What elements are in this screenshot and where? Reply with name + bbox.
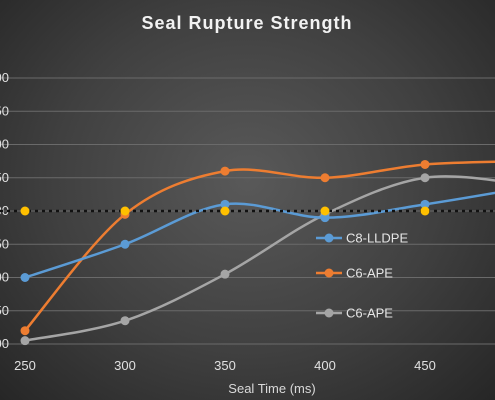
data-point <box>220 269 230 279</box>
legend-item: C6-APE <box>316 306 393 321</box>
series-2 <box>20 173 495 346</box>
data-point <box>420 199 430 209</box>
data-point <box>20 206 30 216</box>
y-tick-label: 200 <box>0 70 9 85</box>
y-tick-label: 900 <box>0 270 9 285</box>
y-tick-label: 850 <box>0 303 9 318</box>
data-point <box>20 326 30 336</box>
data-point <box>320 206 330 216</box>
legend: C8-LLDPE C6-APE C6-APE <box>316 231 408 321</box>
legend-marker <box>324 233 334 243</box>
x-tick-label: 400 <box>314 358 336 373</box>
y-tick-label: 050 <box>0 170 9 185</box>
y-tick-label: 100 <box>0 137 9 152</box>
x-axis-label: Seal Time (ms) <box>228 381 315 396</box>
series-0 <box>20 191 495 282</box>
data-point <box>20 336 30 346</box>
series-line <box>24 175 495 342</box>
data-point <box>420 206 430 216</box>
data-point <box>320 213 330 223</box>
chart-title: Seal Rupture Strength <box>141 13 352 33</box>
legend-item: C6-APE <box>316 266 393 281</box>
legend-marker <box>324 308 334 318</box>
data-point <box>320 173 330 183</box>
data-point <box>220 199 230 209</box>
legend-label: C8-LLDPE <box>346 231 408 246</box>
series-line <box>24 191 495 279</box>
x-tick-label: 300 <box>114 358 136 373</box>
legend-label: C6-APE <box>346 266 393 281</box>
series-group <box>0 159 495 346</box>
y-tick-label: 800 <box>0 336 9 351</box>
data-point <box>420 173 430 183</box>
y-tick-label: 150 <box>0 103 9 118</box>
x-tick-label: 450 <box>414 358 436 373</box>
y-tick-label: 000 <box>0 203 9 218</box>
series-3 <box>0 206 495 216</box>
x-tick-label: 350 <box>214 358 236 373</box>
series-line <box>24 160 495 332</box>
x-tick-label: 250 <box>14 358 36 373</box>
x-axis-tick-labels: 250 300 350 400 450 <box>14 358 436 373</box>
legend-marker <box>324 268 334 278</box>
data-point <box>120 316 130 326</box>
legend-label: C6-APE <box>346 306 393 321</box>
legend-item: C8-LLDPE <box>316 231 408 246</box>
data-point <box>220 166 230 176</box>
data-point <box>220 206 230 216</box>
data-point <box>120 206 130 216</box>
data-point <box>120 239 130 249</box>
y-tick-label: 950 <box>0 236 9 251</box>
series-1 <box>20 159 495 336</box>
data-point <box>420 159 430 169</box>
y-axis-tick-labels: 200 150 100 050 000 950 900 850 800 <box>0 70 9 351</box>
data-point <box>20 273 30 282</box>
